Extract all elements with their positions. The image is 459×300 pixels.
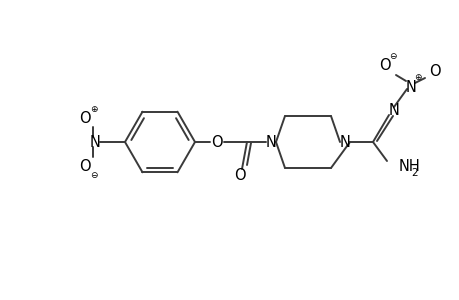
- Text: O: O: [234, 169, 245, 184]
- Text: O: O: [378, 58, 390, 73]
- Text: NH: NH: [398, 158, 420, 173]
- Text: N: N: [265, 134, 276, 149]
- Text: 2: 2: [411, 168, 417, 178]
- Text: ⊕: ⊕: [414, 73, 421, 82]
- Text: O: O: [79, 158, 90, 173]
- Text: N: N: [405, 80, 415, 94]
- Text: O: O: [79, 110, 90, 125]
- Text: ⊖: ⊖: [90, 170, 98, 179]
- Text: ⊕: ⊕: [90, 104, 98, 113]
- Text: O: O: [211, 134, 222, 149]
- Text: N: N: [339, 134, 350, 149]
- Text: ⊖: ⊖: [388, 52, 396, 61]
- Text: N: N: [388, 103, 398, 118]
- Text: O: O: [428, 64, 440, 79]
- Text: N: N: [90, 134, 100, 149]
